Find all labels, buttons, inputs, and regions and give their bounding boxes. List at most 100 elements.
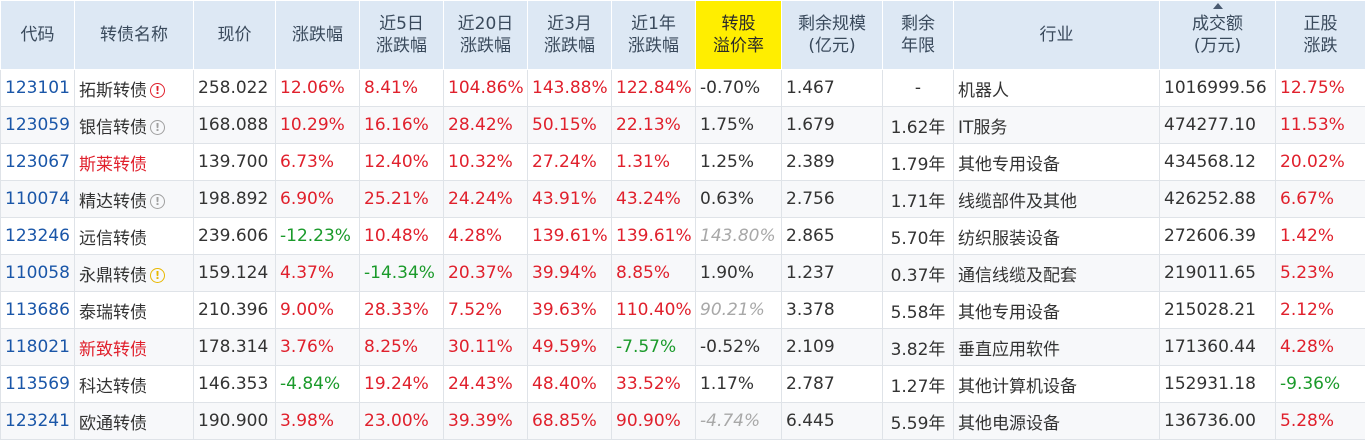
bond-name-cell[interactable]: 泰瑞转债: [74, 291, 194, 329]
bond-code[interactable]: 113569: [0, 365, 75, 403]
change-1y: 43.24%: [611, 180, 696, 218]
col-name[interactable]: 转债名称: [74, 0, 194, 70]
col-change[interactable]: 涨跌幅: [275, 0, 360, 70]
remaining-scale: 3.378: [781, 291, 883, 329]
warning-icon[interactable]: !: [150, 120, 165, 135]
bond-name[interactable]: 新致转债: [79, 339, 147, 360]
bond-code[interactable]: 110074: [0, 180, 75, 218]
industry: 通信线缆及配套: [953, 254, 1160, 292]
remaining-years: 0.37年: [882, 254, 954, 292]
turnover: 1016999.56: [1159, 69, 1276, 107]
industry: 其他电源设备: [953, 402, 1160, 440]
turnover: 215028.21: [1159, 291, 1276, 329]
bond-name[interactable]: 拓斯转债: [79, 80, 147, 101]
bond-name[interactable]: 斯莱转债: [79, 154, 147, 175]
bond-name[interactable]: 永鼎转债: [79, 265, 147, 286]
table-row[interactable]: 123241 欧通转债 190.900 3.98% 23.00% 39.39% 68.85%…: [0, 402, 1365, 440]
change-20d: 10.32%: [443, 143, 528, 181]
industry: 纺织服装设备: [953, 217, 1160, 255]
remaining-years: 1.79年: [882, 143, 954, 181]
bond-name[interactable]: 远信转债: [79, 228, 147, 249]
remaining-years: 3.82年: [882, 328, 954, 366]
industry: 垂直应用软件: [953, 328, 1160, 366]
change-3m: 39.94%: [527, 254, 612, 292]
col-stock-change[interactable]: 正股 涨跌: [1275, 0, 1365, 70]
col-premium[interactable]: 转股 溢价率: [695, 0, 782, 70]
col-industry[interactable]: 行业: [953, 0, 1160, 70]
bond-name-cell[interactable]: 欧通转债: [74, 402, 194, 440]
bond-name[interactable]: 银信转债: [79, 117, 147, 138]
bond-name-cell[interactable]: 拓斯转债!: [74, 69, 194, 107]
table-row[interactable]: 110074 精达转债! 198.892 6.90% 25.21% 24.24% 43.91…: [0, 180, 1365, 218]
bond-code[interactable]: 123101: [0, 69, 75, 107]
bond-code[interactable]: 123067: [0, 143, 75, 181]
bond-code[interactable]: 110058: [0, 254, 75, 292]
industry: IT服务: [953, 106, 1160, 144]
table-row[interactable]: 113686 泰瑞转债 210.396 9.00% 28.33% 7.52% 39.63% 1…: [0, 291, 1365, 329]
remaining-scale: 2.865: [781, 217, 883, 255]
change-5d: 8.41%: [359, 69, 444, 107]
remaining-years: -: [882, 69, 954, 107]
col-price[interactable]: 现价: [193, 0, 276, 70]
change-5d: 23.00%: [359, 402, 444, 440]
remaining-scale: 2.109: [781, 328, 883, 366]
change-3m: 139.61%: [527, 217, 612, 255]
warning-icon[interactable]: !: [150, 83, 165, 98]
change-5d: 8.25%: [359, 328, 444, 366]
col-scale[interactable]: 剩余规模 (亿元): [781, 0, 883, 70]
bond-name-cell[interactable]: 银信转债!: [74, 106, 194, 144]
table-row[interactable]: 113569 科达转债 146.353 -4.84% 19.24% 24.43% 48.40…: [0, 365, 1365, 403]
price: 239.606: [193, 217, 276, 255]
col-20d[interactable]: 近20日 涨跌幅: [443, 0, 528, 70]
table-row[interactable]: 123059 银信转债! 168.088 10.29% 16.16% 28.42% 50.1…: [0, 106, 1365, 144]
bond-name[interactable]: 精达转债: [79, 191, 147, 212]
turnover: 136736.00: [1159, 402, 1276, 440]
col-turnover[interactable]: 成交额 (万元): [1159, 0, 1276, 70]
price: 146.353: [193, 365, 276, 403]
bond-name[interactable]: 科达转债: [79, 376, 147, 397]
col-years[interactable]: 剩余 年限: [882, 0, 954, 70]
bond-name-cell[interactable]: 远信转债: [74, 217, 194, 255]
bond-code[interactable]: 113686: [0, 291, 75, 329]
change-3m: 27.24%: [527, 143, 612, 181]
warning-icon[interactable]: !: [150, 194, 165, 209]
stock-change: 5.23%: [1275, 254, 1365, 292]
table-body: 123101 拓斯转债! 258.022 12.06% 8.41% 104.86% 143.…: [0, 69, 1365, 440]
col-1y[interactable]: 近1年 涨跌幅: [611, 0, 696, 70]
change: 4.37%: [275, 254, 360, 292]
premium-rate: -0.52%: [695, 328, 782, 366]
table-row[interactable]: 110058 永鼎转债! 159.124 4.37% -14.34% 20.37% 39.9…: [0, 254, 1365, 292]
change: -4.84%: [275, 365, 360, 403]
change: -12.23%: [275, 217, 360, 255]
turnover: 434568.12: [1159, 143, 1276, 181]
table-row[interactable]: 123067 斯莱转债 139.700 6.73% 12.40% 10.32% 27.24%…: [0, 143, 1365, 181]
bond-name[interactable]: 欧通转债: [79, 413, 147, 434]
table-row[interactable]: 123101 拓斯转债! 258.022 12.06% 8.41% 104.86% 143.…: [0, 69, 1365, 107]
table-row[interactable]: 123246 远信转债 239.606 -12.23% 10.48% 4.28% 139.6…: [0, 217, 1365, 255]
bond-name-cell[interactable]: 斯莱转债: [74, 143, 194, 181]
turnover: 474277.10: [1159, 106, 1276, 144]
remaining-scale: 2.756: [781, 180, 883, 218]
bond-code[interactable]: 123246: [0, 217, 75, 255]
col-5d[interactable]: 近5日 涨跌幅: [359, 0, 444, 70]
stock-change: 5.28%: [1275, 402, 1365, 440]
warning-icon[interactable]: !: [150, 268, 165, 283]
bond-name[interactable]: 泰瑞转债: [79, 302, 147, 323]
change-20d: 30.11%: [443, 328, 528, 366]
bond-code[interactable]: 123241: [0, 402, 75, 440]
change-3m: 49.59%: [527, 328, 612, 366]
sort-desc-icon: [1212, 3, 1223, 9]
bond-name-cell[interactable]: 科达转债: [74, 365, 194, 403]
col-3m[interactable]: 近3月 涨跌幅: [527, 0, 612, 70]
bond-code[interactable]: 123059: [0, 106, 75, 144]
table-row[interactable]: 118021 新致转债 178.314 3.76% 8.25% 30.11% 49.59% -…: [0, 328, 1365, 366]
price: 168.088: [193, 106, 276, 144]
bond-code[interactable]: 118021: [0, 328, 75, 366]
col-code[interactable]: 代码: [0, 0, 75, 70]
bond-name-cell[interactable]: 新致转债: [74, 328, 194, 366]
stock-change: 12.75%: [1275, 69, 1365, 107]
industry: 其他专用设备: [953, 143, 1160, 181]
bond-name-cell[interactable]: 永鼎转债!: [74, 254, 194, 292]
bond-name-cell[interactable]: 精达转债!: [74, 180, 194, 218]
change-5d: 25.21%: [359, 180, 444, 218]
